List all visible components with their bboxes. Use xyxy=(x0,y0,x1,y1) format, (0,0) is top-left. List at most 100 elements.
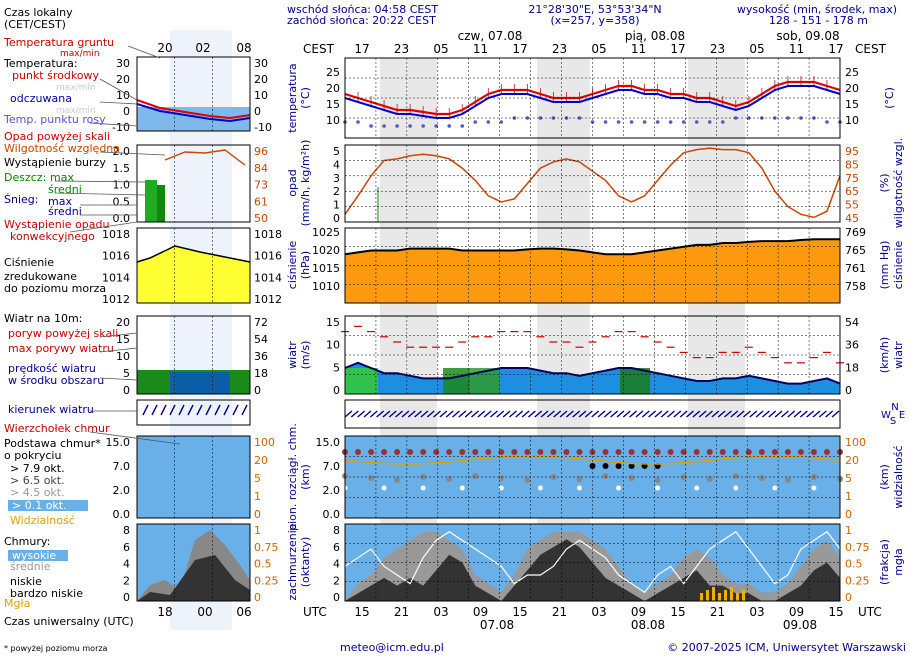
legend-text: Wystąpienie opadu xyxy=(4,218,109,231)
fog-bar xyxy=(712,587,715,601)
legend-text: Widzialność xyxy=(10,514,75,527)
cloud-top-dot xyxy=(641,449,648,455)
s-press-tick: 1016 xyxy=(102,250,130,263)
small-panel-temp xyxy=(136,56,251,132)
cloud-top-dot xyxy=(758,449,765,455)
tz-right: CEST xyxy=(855,42,887,56)
cloud-top-dot xyxy=(472,449,479,455)
wind-arrow xyxy=(698,410,707,418)
cloud-base-dot xyxy=(680,474,687,480)
cloud-base-dot xyxy=(784,477,791,483)
wind-arrow xyxy=(553,410,562,418)
leader-line xyxy=(99,101,138,105)
wind-arrow xyxy=(629,410,638,418)
fog-bar xyxy=(706,590,709,601)
base-ytick: 7.0 xyxy=(323,460,341,473)
s-prec-tick: 2.0 xyxy=(113,145,131,158)
small-utc-tick: 00 xyxy=(197,605,212,619)
wind-arrow xyxy=(768,410,777,418)
wind-arrow xyxy=(616,410,625,418)
sunset-text: zachód słońca: 20:22 CEST xyxy=(287,14,436,27)
wind-arrow xyxy=(761,410,770,418)
legend-text: Śnieg: xyxy=(4,193,38,206)
precip-ytick: 1 xyxy=(333,199,340,212)
s-base-tick-r: 1 xyxy=(254,490,261,503)
wind-arrow xyxy=(350,410,359,418)
s-temp-tick-r: 10 xyxy=(254,89,268,102)
cloud-top-dot xyxy=(680,449,687,455)
dew-dot xyxy=(356,120,360,124)
leader-line xyxy=(99,78,138,101)
cloud-base-dot xyxy=(602,473,609,479)
base-ytick-r: 0 xyxy=(845,508,852,521)
x-utc-tick: 09 xyxy=(473,605,488,619)
cloud-top-dot xyxy=(576,449,583,455)
cloud-top-dot xyxy=(459,449,466,455)
legend-okt01: > 0.1 okt. xyxy=(12,499,67,512)
humidity-ytick: 75 xyxy=(845,172,859,185)
cloud-ytick-r: 0.5 xyxy=(845,558,863,571)
wind-arrow xyxy=(452,410,460,418)
precip-ytick: 0 xyxy=(333,212,340,225)
small-panel-dir xyxy=(136,399,251,426)
pressure-ytick-r: 758 xyxy=(845,280,866,293)
wind-arrow xyxy=(610,410,619,418)
cloud-base-dot-light xyxy=(576,485,582,491)
wind-green-seg xyxy=(620,368,650,394)
dew-dot xyxy=(733,116,738,120)
s-wind-tick: 0 xyxy=(123,384,130,397)
hum-axis-title: wilgotność wzgl. xyxy=(892,138,905,228)
cloud-top-dot xyxy=(485,449,492,455)
utc-date: 09.08 xyxy=(783,618,817,632)
x-local-tick: 17 xyxy=(828,42,843,56)
small-panel-base xyxy=(136,435,251,519)
altitude-label: wysokość (min, środek, max) xyxy=(737,3,897,16)
x-utc-tick: 09 xyxy=(631,605,646,619)
dew-dot xyxy=(395,124,399,128)
base-axis-unit-r: (km) xyxy=(878,464,891,490)
wind-arrow xyxy=(433,410,442,418)
wind-arrow xyxy=(831,410,840,418)
wind-arrow xyxy=(724,410,732,418)
precip-axis-unit: (mm/h, kg/m²h) xyxy=(299,140,312,227)
panel-dir xyxy=(344,399,841,429)
wind-ytick: 15 xyxy=(326,316,340,329)
dew-dot xyxy=(577,116,582,120)
s-press-tick: 1014 xyxy=(102,271,130,284)
cloud-top-dot xyxy=(693,449,700,455)
cloud-base-dot-dark xyxy=(602,463,609,469)
legend-text: poryw powyżej skali xyxy=(8,327,118,340)
cloud-top-dot xyxy=(563,449,570,455)
small-wind-arrow xyxy=(232,404,239,416)
cloud-base-dot xyxy=(368,475,375,481)
small-temp-fill xyxy=(137,107,250,131)
press-axis-title-r: ciśnienie xyxy=(892,241,905,290)
cloud-top-dot xyxy=(550,449,557,455)
hum-axis-unit: (%) xyxy=(878,173,891,192)
wind-arrow xyxy=(414,410,423,418)
coords-text: 21°28'30"E, 53°53'34"N xyxy=(528,3,661,16)
cloud-base-dot-light xyxy=(655,485,661,491)
s-hum-tick: 84 xyxy=(254,162,268,175)
s-temp-tick-r: -10 xyxy=(254,121,272,134)
small-perc-line xyxy=(136,103,251,123)
cloud-axis-unit: (oktanty) xyxy=(299,537,312,588)
s-temp-tick: 0 xyxy=(123,105,130,118)
wind-arrow xyxy=(363,410,372,418)
s-base-tick-r: 100 xyxy=(254,436,275,449)
cloud-base-dot-dark xyxy=(628,463,635,469)
cloud-base-dot xyxy=(524,477,531,483)
wind-arrow xyxy=(654,410,663,418)
legend-text: Temperatura: xyxy=(3,57,78,70)
legend-text: Chmury: xyxy=(4,535,50,548)
legend-text: Opad powyżej skali xyxy=(4,130,110,143)
s-hum-tick: 73 xyxy=(254,179,268,192)
temp-ytick-r: 25 xyxy=(845,66,859,79)
cloud-top-dot xyxy=(537,449,544,455)
wind-arrow xyxy=(591,410,600,418)
x-utc-tick: 15 xyxy=(828,605,843,619)
dew-dot xyxy=(460,124,465,128)
s-cloud-tick-r: 1 xyxy=(254,524,261,537)
precip-ytick: 5 xyxy=(333,145,340,158)
s-base-tick-r: 0 xyxy=(254,508,261,521)
